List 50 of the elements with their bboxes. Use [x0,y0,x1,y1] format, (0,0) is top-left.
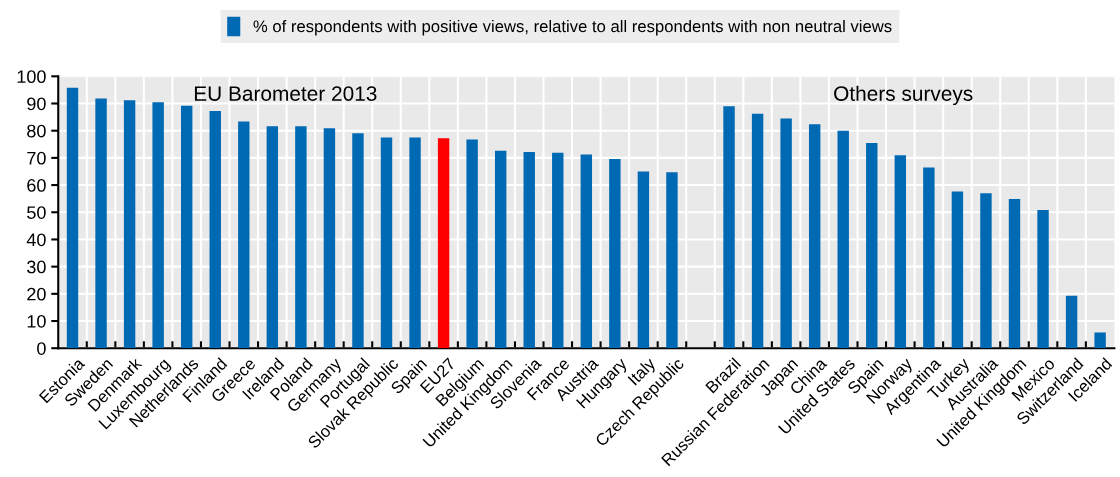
bar [238,121,250,349]
bar [1008,198,1021,349]
bar [523,151,535,349]
y-tick-label: 20 [27,287,46,301]
bar [466,139,478,349]
bar [1037,210,1049,349]
y-tick-label: 0 [37,342,46,355]
y-tick-label: 70 [27,151,46,165]
bar [1094,332,1106,349]
annotation: Others surveys [834,85,973,106]
y-tick-label: 60 [27,179,46,192]
bar [552,152,564,349]
bar [95,98,107,349]
bar [323,128,336,349]
bar [123,100,136,349]
bar [980,193,992,349]
y-tick-label: 50 [27,206,46,219]
bar [437,138,450,349]
bar [951,191,964,349]
bar [609,158,621,349]
bar [66,87,79,349]
bar [637,171,650,349]
y-tick-label: 10 [27,314,46,328]
bar [780,118,792,349]
bar [380,137,393,349]
y-tick-label: 90 [27,97,46,111]
bar [923,167,935,349]
bar [723,106,735,349]
y-tick-label: 40 [26,233,46,247]
bar [352,133,364,349]
bar [180,105,193,349]
bar [808,124,821,349]
annotation: EU Barometer 2013 [194,86,377,101]
bar [580,154,593,349]
bar [494,150,507,349]
bar [152,102,164,349]
bar [894,155,907,349]
legend-label: % of respondents with positive views, relative to all respondents with non neutral views [253,19,892,36]
bar [751,113,764,349]
bar [837,130,849,349]
bar [266,126,279,349]
y-tick-label: 80 [27,124,46,138]
y-tick-label: 30 [27,260,46,274]
bar [866,142,878,349]
bar [666,172,678,349]
bar [409,137,421,349]
bar [295,126,307,349]
y-tick-label: 100 [17,70,46,84]
bar [1065,295,1078,349]
bar [209,111,221,349]
